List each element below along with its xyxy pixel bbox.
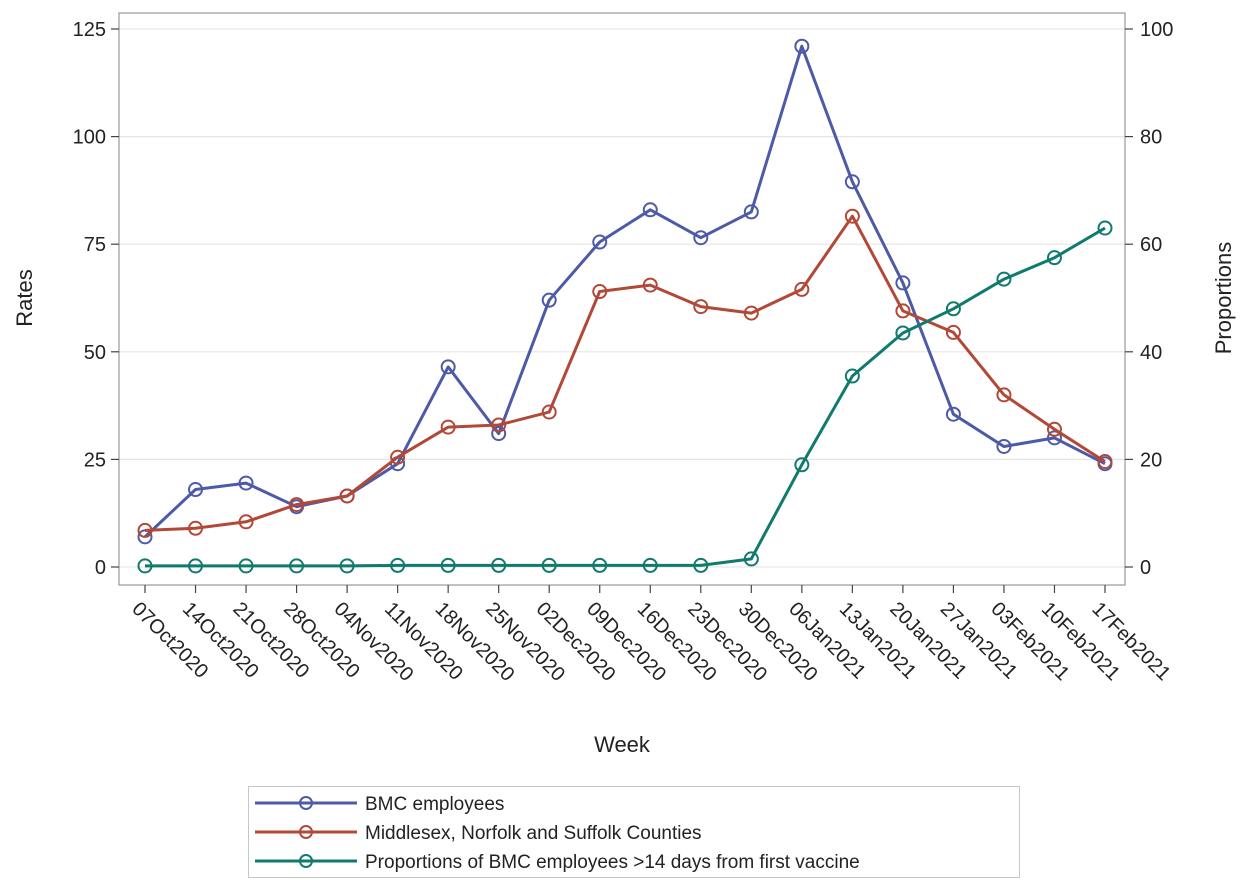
gridlines [119, 28, 1125, 568]
data-point [238, 558, 254, 574]
y2-tick-label: 20 [1140, 449, 1162, 471]
left-axis: 0 25 50 75 100 125 [73, 19, 119, 579]
right-axis: 0 20 40 60 80 100 [1125, 19, 1173, 579]
series-line [143, 44, 1106, 538]
data-point [137, 558, 153, 574]
data-point [693, 230, 709, 246]
data-point [794, 281, 810, 297]
y-tick-label: 125 [73, 19, 106, 41]
data-point [491, 426, 507, 442]
data-point [592, 557, 608, 573]
data-point [844, 208, 860, 224]
data-point [238, 475, 254, 491]
y2-tick-label: 100 [1140, 19, 1173, 41]
data-point [642, 277, 658, 293]
series-line [144, 214, 1106, 532]
data-point [895, 303, 911, 319]
data-point [945, 406, 961, 422]
data-point [642, 202, 658, 218]
legend-marker [299, 825, 313, 839]
data-point [188, 520, 204, 536]
legend-marker [299, 854, 313, 868]
data-point [945, 324, 961, 340]
legend-line-marker [255, 825, 357, 839]
data-point [491, 557, 507, 573]
data-point [743, 204, 759, 220]
data-point [541, 557, 557, 573]
y2-tick-label: 80 [1140, 127, 1162, 149]
data-point [440, 419, 456, 435]
x-axis: 07Oct202014Oct202021Oct202028Oct202004No… [127, 585, 1175, 686]
data-point [794, 38, 810, 54]
data-point [238, 514, 254, 530]
data-point [1046, 250, 1062, 266]
data-point [491, 417, 507, 433]
data-point [996, 387, 1012, 403]
y-tick-label: 50 [84, 342, 106, 364]
data-point [541, 292, 557, 308]
legend-label: Middlesex, Norfolk and Suffolk Counties [365, 823, 702, 844]
data-point [743, 305, 759, 321]
data-point [844, 368, 860, 384]
data-point [945, 301, 961, 317]
legend-item-proportions: Proportions of BMC employees >14 days fr… [249, 849, 1019, 873]
series-line [145, 226, 1106, 568]
y2-tick-label: 40 [1140, 342, 1162, 364]
y2-axis-title: Proportions [1211, 242, 1236, 355]
data-point [996, 438, 1012, 454]
data-point [137, 522, 153, 538]
data-point [1097, 454, 1113, 470]
x-axis-title: Week [594, 732, 651, 757]
series-0 [137, 38, 1113, 545]
legend: BMC employees Middlesex, Norfolk and Suf… [248, 786, 1020, 878]
data-point [440, 359, 456, 375]
y-tick-label: 75 [84, 234, 106, 256]
y2-tick-label: 60 [1140, 234, 1162, 256]
data-point [339, 558, 355, 574]
data-point [289, 558, 305, 574]
series-2 [137, 220, 1113, 574]
data-point [592, 234, 608, 250]
data-point [743, 551, 759, 567]
data-point [844, 174, 860, 190]
data-point [1097, 220, 1113, 236]
data-point [1046, 421, 1062, 437]
legend-item-counties: Middlesex, Norfolk and Suffolk Counties [249, 820, 1019, 844]
data-point [289, 497, 305, 513]
data-point [339, 488, 355, 504]
data-point [693, 299, 709, 315]
y-tick-label: 25 [84, 449, 106, 471]
data-point [895, 275, 911, 291]
data-point [592, 284, 608, 300]
data-point [541, 404, 557, 420]
series-1 [137, 208, 1113, 538]
series-layer [137, 38, 1113, 574]
legend-item-bmc: BMC employees [249, 791, 1019, 815]
legend-line-marker [255, 796, 357, 810]
legend-line-marker [255, 854, 357, 868]
data-point [390, 557, 406, 573]
data-point [390, 449, 406, 465]
y2-tick-label: 0 [1140, 557, 1151, 579]
data-point [895, 325, 911, 341]
data-point [440, 557, 456, 573]
data-point [996, 271, 1012, 287]
data-point [1046, 430, 1062, 446]
line-chart: 0 25 50 75 100 125 0 20 40 60 80 100 07Oct202014Oc… [12, 12, 1236, 757]
legend-marker [299, 796, 313, 810]
legend-label: BMC employees [365, 794, 505, 815]
data-point [188, 558, 204, 574]
data-point [794, 457, 810, 473]
plot-frame [118, 12, 1126, 586]
y-tick-label: 100 [73, 127, 106, 149]
y-axis-title: Rates [12, 269, 37, 326]
legend-label: Proportions of BMC employees >14 days fr… [365, 852, 860, 873]
data-point [693, 557, 709, 573]
data-point [642, 557, 658, 573]
data-point [188, 482, 204, 498]
y-tick-label: 0 [95, 557, 106, 579]
